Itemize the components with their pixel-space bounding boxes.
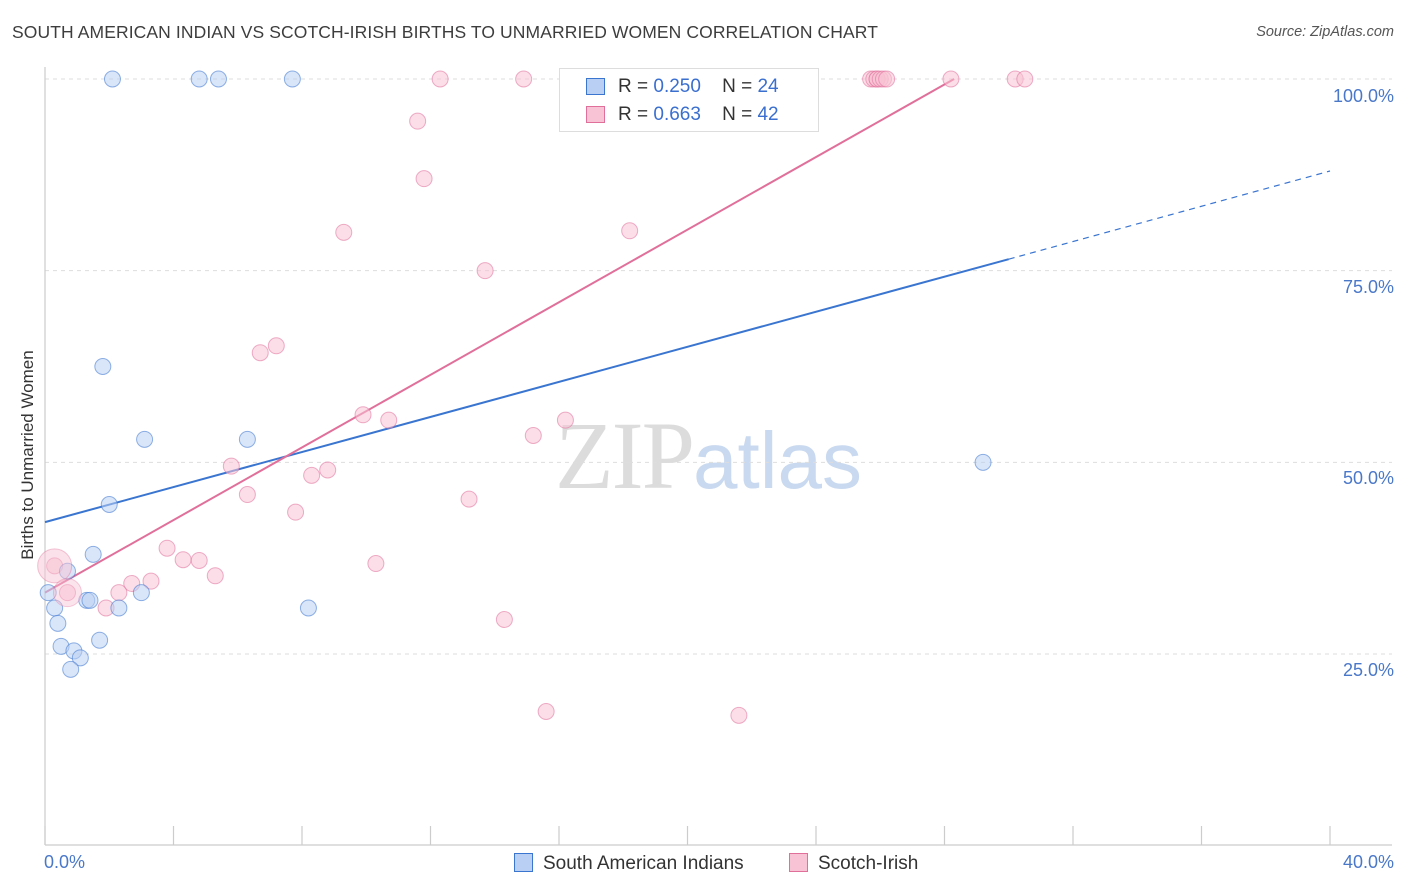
legend-r-label: R =	[618, 104, 649, 125]
point-pink	[354, 406, 372, 424]
point-pink	[556, 411, 574, 429]
point-blue	[100, 496, 118, 513]
legend-r-label: R =	[618, 76, 649, 97]
point-pink	[58, 584, 76, 602]
point-blue	[110, 599, 128, 617]
point-blue	[39, 584, 57, 602]
legend-n-label: N =	[722, 76, 753, 97]
point-pink	[942, 70, 960, 88]
y-tick-25: 25.0%	[1342, 660, 1394, 680]
point-blue	[94, 358, 112, 375]
point-pink	[515, 70, 533, 88]
point-blue	[103, 70, 121, 88]
point-pink	[524, 427, 542, 444]
point-blue	[71, 649, 89, 667]
trend-lines	[44, 78, 1331, 594]
series-name-pink: Scotch-Irish	[818, 853, 919, 874]
x-tick-max: 40.0%	[1342, 852, 1394, 872]
point-blue	[299, 599, 317, 617]
axes	[44, 67, 1392, 846]
point-pink	[37, 548, 73, 584]
point-pink	[142, 572, 160, 590]
point-pink	[380, 411, 398, 429]
data-points	[37, 70, 1034, 724]
point-pink	[174, 551, 192, 569]
point-blue	[132, 584, 150, 602]
y-axis-label: Births to Unmarried Women	[18, 350, 37, 560]
y-tick-100: 100.0%	[1332, 86, 1394, 106]
point-pink	[730, 706, 748, 724]
point-pink	[222, 457, 240, 475]
y-tick-50: 50.0%	[1342, 468, 1394, 488]
point-blue	[136, 430, 154, 448]
gridlines	[45, 78, 1392, 655]
point-pink	[431, 70, 449, 88]
point-pink	[110, 584, 128, 602]
legend-n-label: N =	[722, 104, 753, 125]
point-pink	[415, 170, 433, 188]
point-pink	[878, 70, 896, 88]
point-blue	[974, 453, 992, 471]
point-pink	[1016, 70, 1034, 88]
legend-pink-n: 42	[757, 104, 779, 125]
legend-blue-r: 0.250	[653, 76, 701, 97]
watermark-atlas: atlas	[693, 416, 862, 505]
point-pink	[409, 112, 427, 130]
bottom-legend-pink: Scotch-Irish	[789, 853, 918, 875]
point-blue	[84, 545, 102, 563]
blue-swatch	[586, 78, 605, 95]
point-pink	[158, 539, 176, 557]
point-pink	[238, 486, 256, 504]
zipatlas-watermark: ZIPatlas	[555, 400, 862, 511]
chart-title: SOUTH AMERICAN INDIAN VS SCOTCH-IRISH BI…	[12, 22, 879, 42]
point-pink	[287, 503, 305, 521]
y-tick-75: 75.0%	[1342, 277, 1394, 297]
bottom-legend-blue: South American Indians	[514, 853, 744, 875]
series-name-blue: South American Indians	[543, 853, 744, 874]
legend-pink-r: 0.663	[653, 104, 701, 125]
point-pink	[367, 555, 385, 573]
point-pink	[190, 551, 208, 569]
point-pink	[251, 344, 269, 362]
point-pink	[537, 703, 555, 720]
point-blue	[190, 70, 208, 88]
point-pink	[621, 222, 639, 240]
point-pink	[267, 337, 285, 355]
point-blue	[238, 430, 256, 448]
point-pink	[460, 490, 478, 508]
point-blue	[49, 614, 67, 632]
point-pink	[52, 578, 82, 608]
point-blue	[81, 591, 99, 609]
trend-line-pink	[44, 78, 955, 594]
blue-legend-swatch	[514, 853, 533, 872]
pink-legend-swatch	[789, 853, 808, 872]
legend-blue-n: 24	[757, 76, 779, 97]
pink-swatch	[586, 106, 605, 123]
point-blue	[91, 631, 109, 649]
correlation-legend: R = 0.250 N = 24 R = 0.663 N = 42	[559, 68, 819, 132]
point-pink	[319, 461, 337, 479]
trend-line-blue	[44, 258, 1010, 524]
source-credit: Source: ZipAtlas.com	[1256, 24, 1394, 40]
point-blue	[209, 70, 227, 88]
point-blue	[62, 660, 80, 678]
watermark-zip: ZIP	[555, 402, 695, 509]
point-pink	[495, 611, 513, 628]
trend-line-blue-extension	[1008, 170, 1331, 260]
point-pink	[335, 223, 353, 241]
point-pink	[303, 466, 321, 484]
point-pink	[476, 262, 494, 280]
point-blue	[283, 70, 301, 88]
point-pink	[206, 567, 224, 585]
x-tick-min: 0.0%	[44, 852, 86, 872]
